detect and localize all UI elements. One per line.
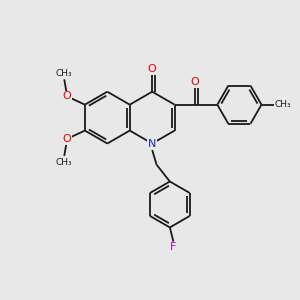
Text: N: N (148, 139, 156, 148)
Text: O: O (62, 134, 71, 144)
Text: CH₃: CH₃ (56, 69, 73, 78)
Text: O: O (62, 91, 71, 101)
Text: O: O (148, 64, 157, 74)
Text: CH₃: CH₃ (56, 158, 73, 166)
Text: F: F (170, 242, 177, 252)
Text: CH₃: CH₃ (275, 100, 291, 109)
Text: O: O (191, 77, 200, 87)
